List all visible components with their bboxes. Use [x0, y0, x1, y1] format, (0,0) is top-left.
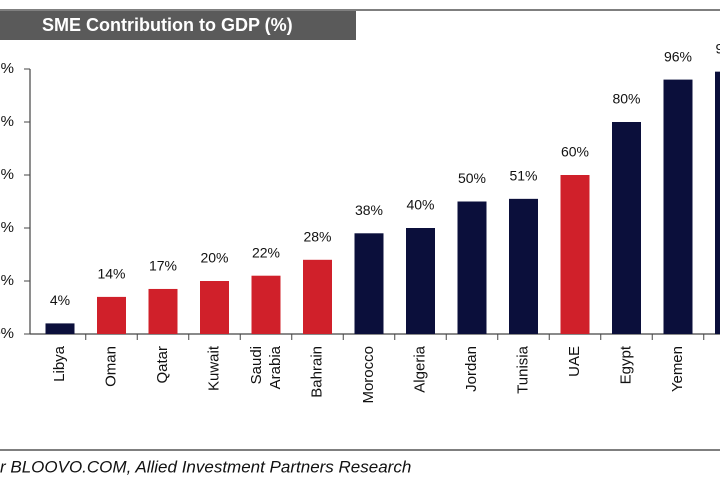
y-tick-label: 80% [0, 113, 14, 130]
data-label: 80% [612, 91, 640, 107]
x-tick-label: UAE [566, 346, 583, 377]
data-label: 14% [97, 266, 125, 282]
bar [663, 79, 693, 334]
x-tick-label: Egypt [617, 345, 634, 384]
data-label: 20% [200, 250, 228, 266]
y-tick-label: 20% [0, 272, 14, 289]
y-tick-label: 40% [0, 219, 14, 236]
bar [354, 233, 384, 334]
bar [560, 175, 590, 334]
x-tick-label: Morocco [360, 346, 377, 404]
x-tick-label: Bahrain [308, 346, 325, 398]
data-label: 99% [715, 40, 720, 56]
bar [612, 122, 641, 334]
source: r BLOOVO.COM, Allied Investment Partners… [0, 457, 411, 476]
bar [406, 228, 435, 334]
data-label: 4% [50, 292, 70, 308]
x-tick-label: Qatar [154, 346, 171, 384]
data-label: 51% [509, 168, 537, 184]
bar [97, 296, 126, 334]
bar [200, 281, 229, 334]
x-tick-label: Yemen [669, 346, 686, 392]
y-tick-label: 100% [0, 60, 14, 77]
data-label: 17% [149, 258, 177, 274]
bar [251, 275, 281, 334]
bar [457, 201, 487, 334]
bar [715, 71, 720, 335]
bar [148, 288, 178, 334]
data-label: 22% [252, 244, 280, 260]
data-label: 60% [561, 144, 589, 160]
bar [45, 323, 75, 334]
x-tick-label: Tunisia [514, 345, 531, 393]
x-tick-label: Algeria [411, 345, 428, 392]
y-tick-label: 0% [0, 325, 14, 342]
data-label: 28% [303, 229, 331, 245]
data-label: 40% [406, 197, 434, 213]
data-label: 38% [355, 202, 383, 218]
x-tick-label: Libya [51, 345, 68, 382]
bar [509, 198, 538, 334]
chart-title: SME Contribution to GDP (%) [42, 15, 293, 35]
bar [303, 259, 332, 334]
data-label: 50% [458, 170, 486, 186]
y-tick-label: 60% [0, 166, 14, 183]
x-tick-label: Saudi Arabia [248, 345, 284, 392]
x-tick-label: Oman [102, 346, 119, 387]
title-banner [0, 11, 356, 40]
x-tick-label: Kuwait [205, 345, 222, 391]
x-tick-label: Jordan [463, 346, 480, 392]
data-label: 96% [664, 48, 692, 64]
